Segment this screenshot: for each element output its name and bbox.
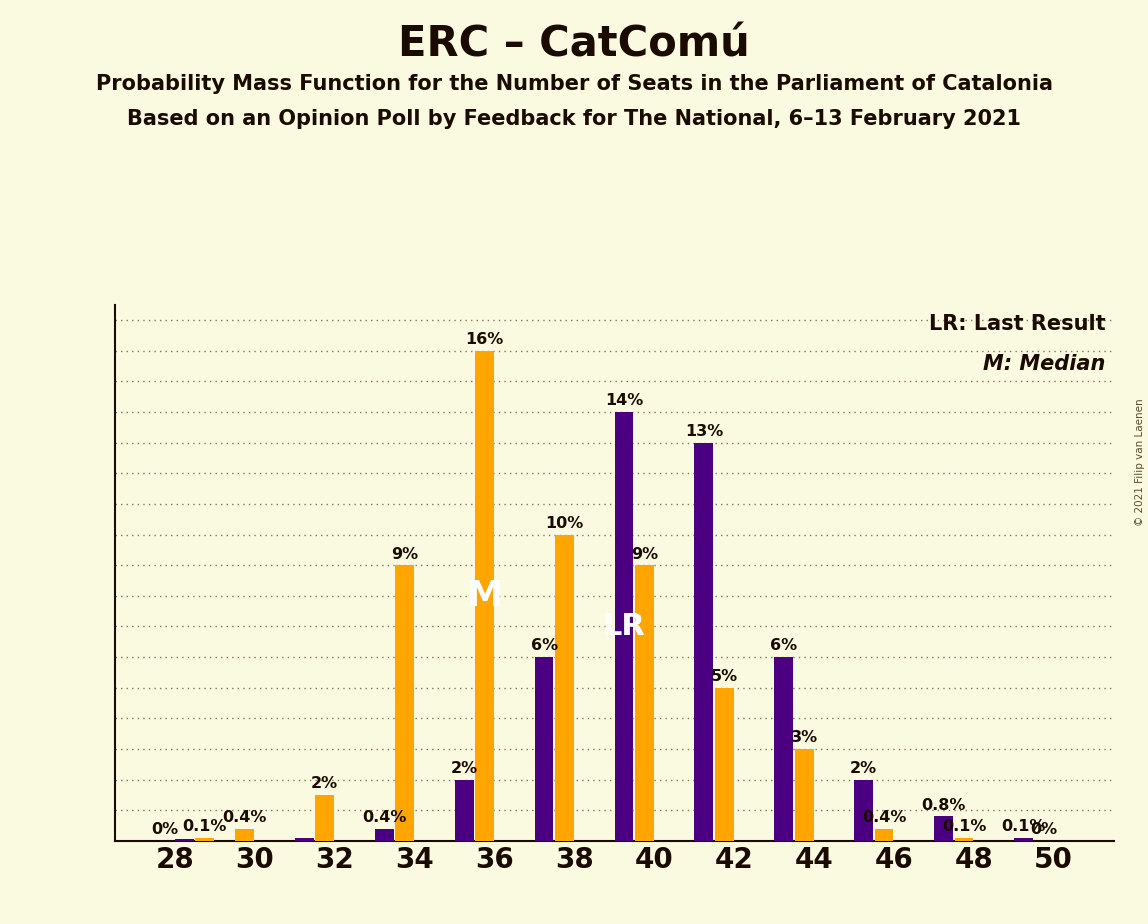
Bar bbox=[794, 749, 814, 841]
Text: 16%: 16% bbox=[465, 333, 504, 347]
Text: 10%: 10% bbox=[545, 516, 583, 531]
Bar bbox=[295, 838, 313, 841]
Bar bbox=[475, 351, 494, 841]
Text: M: M bbox=[466, 578, 503, 613]
Bar bbox=[455, 780, 474, 841]
Text: 14%: 14% bbox=[605, 394, 643, 408]
Text: 3%: 3% bbox=[791, 730, 817, 746]
Bar bbox=[375, 829, 394, 841]
Bar bbox=[316, 795, 334, 841]
Text: 0%: 0% bbox=[152, 822, 178, 837]
Bar bbox=[875, 829, 893, 841]
Bar bbox=[934, 816, 953, 841]
Text: 0.4%: 0.4% bbox=[862, 810, 906, 825]
Bar bbox=[535, 657, 553, 841]
Text: LR: Last Result: LR: Last Result bbox=[929, 314, 1106, 334]
Bar bbox=[195, 838, 215, 841]
Text: 0.1%: 0.1% bbox=[1001, 819, 1046, 834]
Bar bbox=[395, 565, 414, 841]
Text: M: Median: M: Median bbox=[983, 354, 1106, 374]
Text: 0.4%: 0.4% bbox=[362, 810, 406, 825]
Bar bbox=[614, 412, 634, 841]
Text: 2%: 2% bbox=[851, 761, 877, 776]
Bar bbox=[554, 535, 574, 841]
Text: ERC – CatComú: ERC – CatComú bbox=[398, 23, 750, 65]
Text: © 2021 Filip van Laenen: © 2021 Filip van Laenen bbox=[1135, 398, 1145, 526]
Text: 6%: 6% bbox=[530, 638, 558, 653]
Bar bbox=[1014, 838, 1033, 841]
Text: 2%: 2% bbox=[451, 761, 478, 776]
Text: 0.1%: 0.1% bbox=[941, 819, 986, 834]
Text: Based on an Opinion Poll by Feedback for The National, 6–13 February 2021: Based on an Opinion Poll by Feedback for… bbox=[127, 109, 1021, 129]
Bar bbox=[954, 838, 974, 841]
Bar bbox=[775, 657, 793, 841]
Text: 2%: 2% bbox=[311, 776, 339, 791]
Text: LR: LR bbox=[603, 612, 645, 641]
Text: 9%: 9% bbox=[391, 547, 418, 562]
Bar bbox=[715, 687, 734, 841]
Bar bbox=[176, 839, 194, 841]
Bar bbox=[635, 565, 653, 841]
Text: 0.1%: 0.1% bbox=[183, 819, 227, 834]
Bar bbox=[235, 829, 254, 841]
Text: 0%: 0% bbox=[1030, 822, 1057, 837]
Bar bbox=[854, 780, 874, 841]
Text: 6%: 6% bbox=[770, 638, 798, 653]
Text: 0.8%: 0.8% bbox=[922, 797, 965, 813]
Text: 0.4%: 0.4% bbox=[223, 810, 267, 825]
Text: 5%: 5% bbox=[711, 669, 738, 684]
Text: Probability Mass Function for the Number of Seats in the Parliament of Catalonia: Probability Mass Function for the Number… bbox=[95, 74, 1053, 94]
Text: 9%: 9% bbox=[630, 547, 658, 562]
Text: 13%: 13% bbox=[684, 424, 723, 439]
Bar bbox=[695, 443, 713, 841]
